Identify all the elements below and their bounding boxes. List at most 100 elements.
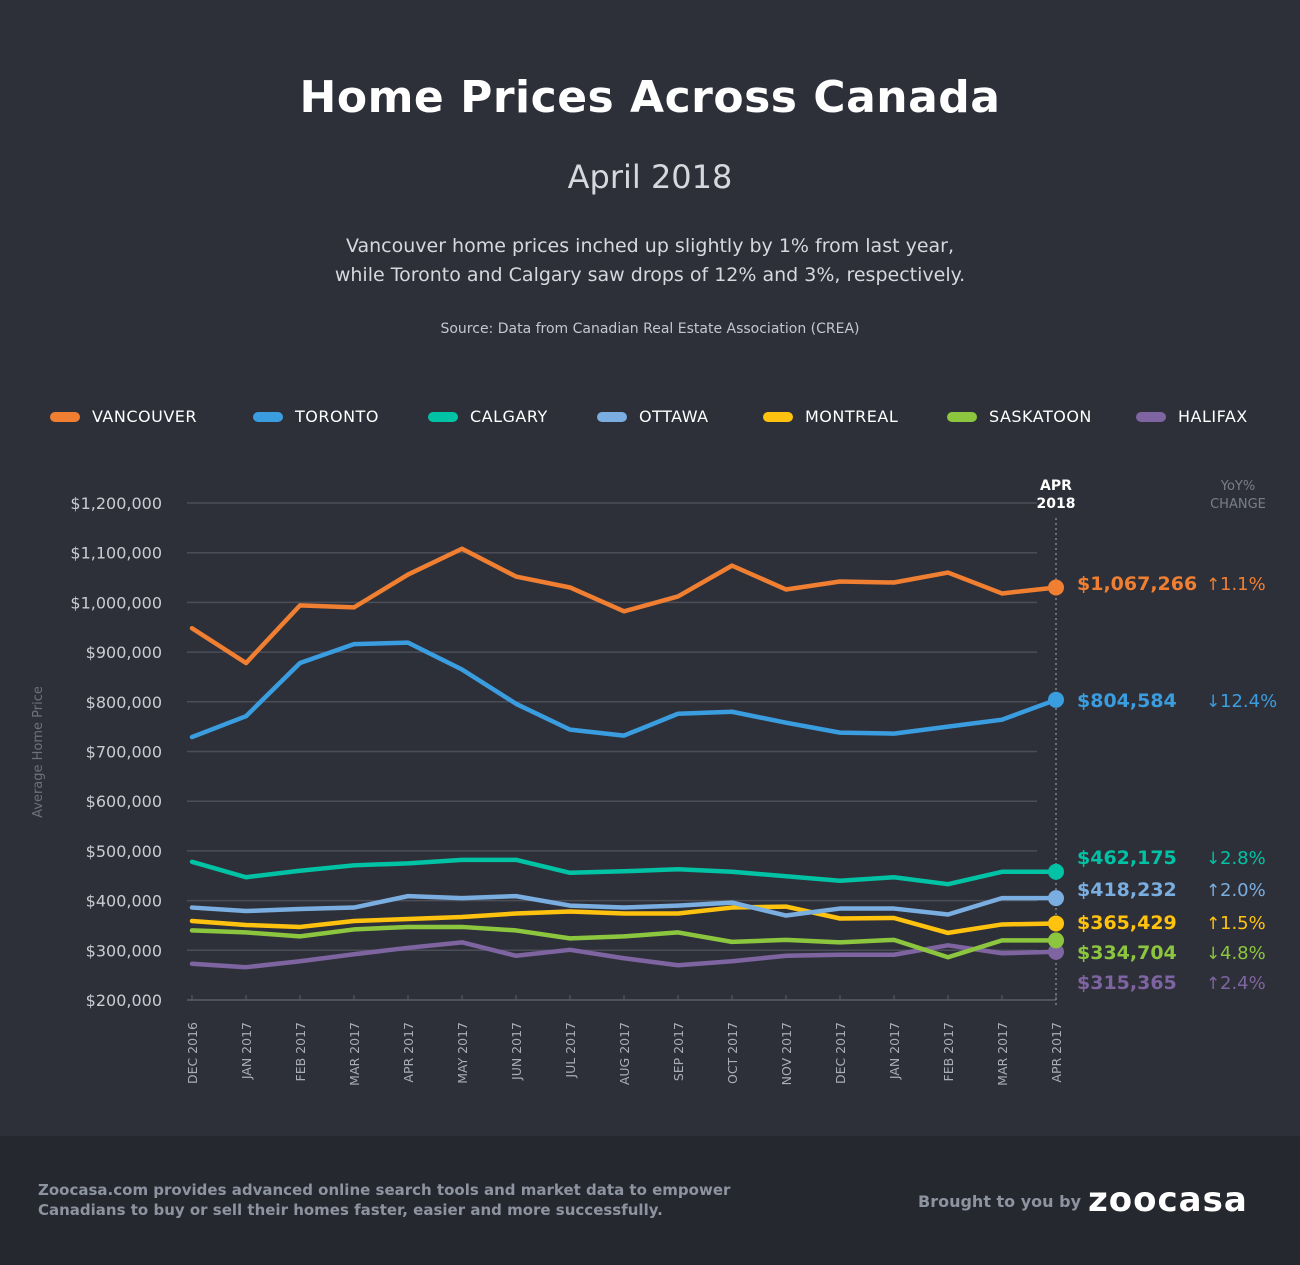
description-line-2: while Toronto and Calgary saw drops of 1… xyxy=(334,264,966,286)
latest-value-montreal: $365,429 xyxy=(1077,912,1177,934)
legend-item-montreal: MONTREAL xyxy=(763,407,898,426)
y-tick-label: $700,000 xyxy=(86,743,162,762)
x-tick-label: JAN 2017 xyxy=(887,1022,902,1080)
yoy-change-ottawa: 2.0% xyxy=(1220,880,1266,901)
y-tick-label: $300,000 xyxy=(86,941,162,960)
x-tick-label: APR 2017 xyxy=(401,1022,416,1083)
y-tick-label: $900,000 xyxy=(86,643,162,662)
legend-label: VANCOUVER xyxy=(92,407,197,426)
yoy-change-toronto: 12.4% xyxy=(1220,691,1277,712)
latest-value-halifax: $315,365 xyxy=(1077,972,1177,994)
yoy-arrow-icon-up: ↑ xyxy=(1206,914,1220,934)
legend-item-saskatoon: SASKATOON xyxy=(947,407,1092,426)
series-line-halifax xyxy=(189,940,1059,970)
x-tick-label: SEP 2017 xyxy=(671,1022,686,1081)
page-title: Home Prices Across Canada xyxy=(299,72,1001,123)
series-line-vancouver xyxy=(189,546,1059,666)
brought-by-text: Brought to you by xyxy=(918,1192,1082,1211)
yoy-change-montreal: 1.5% xyxy=(1220,913,1266,934)
x-tick-label: FEB 2017 xyxy=(941,1022,956,1081)
x-tick-label: MAR 2017 xyxy=(995,1022,1010,1086)
description: Vancouver home prices inched up slightly… xyxy=(0,232,1300,290)
legend-item-halifax: HALIFAX xyxy=(1136,407,1248,426)
x-tick-label: FEB 2017 xyxy=(293,1022,308,1081)
y-tick-label: $1,100,000 xyxy=(70,544,162,563)
x-tick-label: JUN 2017 xyxy=(509,1022,524,1081)
legend-label: MONTREAL xyxy=(805,407,899,426)
yoy-change-saskatoon: 4.8% xyxy=(1220,943,1266,964)
current-month-label-line-1: APR xyxy=(1040,478,1072,494)
description-line-1: Vancouver home prices inched up slightly… xyxy=(345,235,955,257)
legend-swatch xyxy=(253,411,283,422)
footer-description: Zoocasa.com provides advanced online sea… xyxy=(38,1180,758,1220)
legend-item-vancouver: VANCOUVER xyxy=(50,407,197,426)
latest-value-ottawa: $418,232 xyxy=(1077,879,1177,901)
latest-value-toronto: $804,584 xyxy=(1077,690,1177,712)
x-tick-label: AUG 2017 xyxy=(617,1022,632,1085)
chart-legend: VANCOUVER TORONTO CALGARY OTTAWA MONTREAL SAS… xyxy=(50,407,1270,431)
line-chart: $200,000 $300,000 $400,000 $500,000 $600,000… xyxy=(31,478,1277,1086)
legend-swatch xyxy=(947,411,977,422)
legend-swatch xyxy=(1136,411,1166,422)
y-tick-label: $1,000,000 xyxy=(70,593,162,612)
latest-value-calgary: $462,175 xyxy=(1077,847,1177,869)
legend-swatch xyxy=(50,411,80,422)
page-subtitle: April 2018 xyxy=(567,158,733,196)
yoy-change-calgary: 2.8% xyxy=(1220,848,1266,869)
current-month-label-line-2: 2018 xyxy=(1037,496,1076,512)
footer-line-1: Zoocasa.com provides advanced online sea… xyxy=(38,1181,731,1199)
series-line-toronto xyxy=(189,640,1059,740)
zoocasa-logo[interactable]: zoocasa xyxy=(1088,1180,1248,1220)
y-tick-label: $800,000 xyxy=(86,693,162,712)
yoy-header-line-1: YoY% xyxy=(1220,479,1255,494)
yoy-arrow-icon-down: ↓ xyxy=(1206,692,1220,712)
legend-swatch xyxy=(428,411,458,422)
x-tick-label: JUL 2017 xyxy=(563,1022,578,1079)
yoy-arrow-icon-down: ↓ xyxy=(1206,944,1220,964)
x-tick-label: DEC 2017 xyxy=(833,1022,848,1084)
yoy-arrow-icon-up: ↑ xyxy=(1206,575,1220,595)
legend-item-toronto: TORONTO xyxy=(253,407,379,426)
legend-swatch xyxy=(597,411,627,422)
x-tick-label: APR 2017 xyxy=(1049,1022,1064,1083)
end-point-saskatoon xyxy=(1048,932,1064,949)
yoy-arrow-icon-up: ↑ xyxy=(1206,974,1220,994)
y-tick-label: $500,000 xyxy=(86,842,162,861)
yoy-arrow-icon-up: ↑ xyxy=(1206,881,1220,901)
yoy-change-vancouver: 1.1% xyxy=(1220,574,1266,595)
x-tick-label: OCT 2017 xyxy=(725,1022,740,1084)
x-tick-label: DEC 2016 xyxy=(185,1022,200,1084)
source-note: Source: Data from Canadian Real Estate A… xyxy=(440,321,860,337)
series-line-ottawa xyxy=(189,893,1059,918)
series-line-saskatoon xyxy=(189,924,1059,960)
y-axis-title: Average Home Price xyxy=(31,686,46,818)
end-point-montreal xyxy=(1048,915,1064,932)
x-tick-label: MAY 2017 xyxy=(455,1022,470,1084)
legend-label: CALGARY xyxy=(470,407,548,426)
legend-item-ottawa: OTTAWA xyxy=(597,407,709,426)
end-point-toronto xyxy=(1048,691,1064,708)
end-point-ottawa xyxy=(1048,890,1064,907)
y-tick-label: $600,000 xyxy=(86,792,162,811)
legend-label: SASKATOON xyxy=(989,407,1092,426)
yoy-change-halifax: 2.4% xyxy=(1220,973,1266,994)
y-tick-label: $200,000 xyxy=(86,991,162,1010)
series-line-montreal xyxy=(189,904,1059,936)
x-tick-label: NOV 2017 xyxy=(779,1022,794,1085)
legend-item-calgary: CALGARY xyxy=(428,407,548,426)
legend-label: TORONTO xyxy=(295,407,379,426)
yoy-arrow-icon-down: ↓ xyxy=(1206,849,1220,869)
legend-swatch xyxy=(763,411,793,422)
x-tick-label: MAR 2017 xyxy=(347,1022,362,1086)
legend-label: HALIFAX xyxy=(1178,407,1248,426)
end-point-vancouver xyxy=(1048,579,1064,596)
yoy-header-line-2: CHANGE xyxy=(1210,497,1266,512)
x-tick-label: JAN 2017 xyxy=(239,1022,254,1080)
footer-line-2: Canadians to buy or sell their homes fas… xyxy=(38,1201,663,1219)
latest-value-vancouver: $1,067,266 xyxy=(1077,573,1197,595)
end-point-calgary xyxy=(1048,863,1064,880)
legend-label: OTTAWA xyxy=(639,407,709,426)
footer: Zoocasa.com provides advanced online sea… xyxy=(0,1136,1300,1265)
latest-value-saskatoon: $334,704 xyxy=(1077,942,1177,964)
end-point-halifax xyxy=(1048,943,1064,960)
